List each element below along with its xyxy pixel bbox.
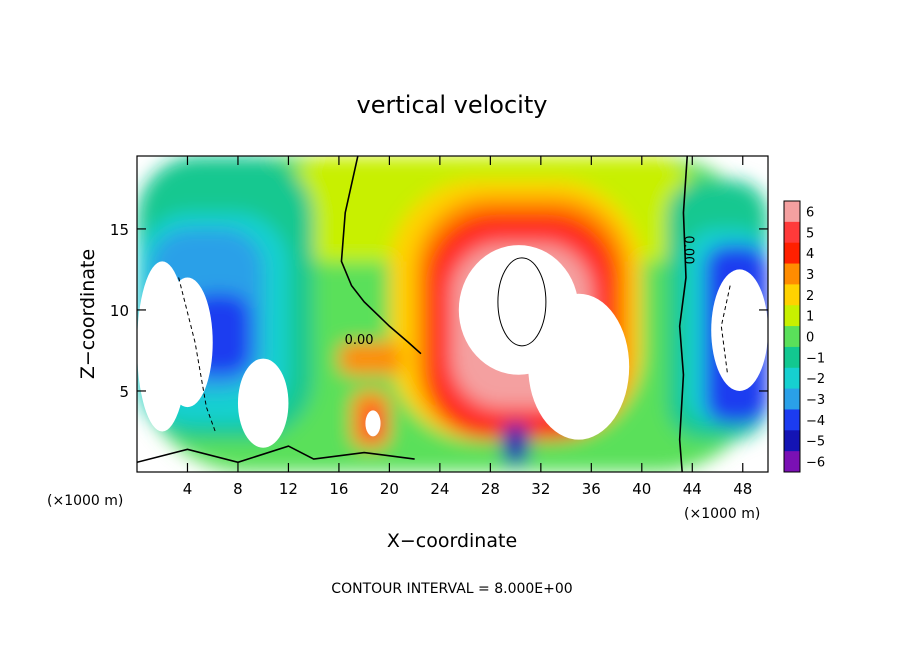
chart-title: vertical velocity <box>357 91 548 119</box>
colorbar-swatch <box>784 430 800 452</box>
x-tick-label: 44 <box>683 480 702 498</box>
colorbar-label: −3 <box>806 393 825 408</box>
x-axis: 4 8 12 16 20 24 28 32 36 40 44 48 <box>183 156 752 498</box>
y-axis: 5 10 15 <box>110 221 768 401</box>
colorbar-swatch <box>784 451 800 473</box>
positive-contour-0 <box>497 257 547 347</box>
out-of-range-region-1 <box>528 293 630 440</box>
zero-contour-1 <box>678 156 689 472</box>
colorbar-label: 5 <box>806 226 814 241</box>
colorbar-label: −6 <box>806 456 825 471</box>
x-tick-label: 32 <box>531 480 550 498</box>
colorbar-label: −4 <box>806 414 825 429</box>
y-tick-label: 10 <box>110 302 129 320</box>
zero-contour-2 <box>137 445 415 464</box>
x-tick-label: 4 <box>183 480 193 498</box>
x-unit-right: (×1000 m) <box>684 506 760 522</box>
colorbar-label: 4 <box>806 247 814 262</box>
colorbar-swatch <box>784 346 800 369</box>
x-tick-label: 12 <box>279 480 298 498</box>
colorbar-swatch <box>784 201 800 223</box>
colorbar-swatch <box>784 263 800 285</box>
colorbar-label: 3 <box>806 268 814 283</box>
colorbar-label: 1 <box>806 310 814 325</box>
x-tick-label: 8 <box>233 480 243 498</box>
x-unit-left: (×1000 m) <box>47 493 123 509</box>
out-of-range-region-4 <box>237 358 289 448</box>
colorbar-label: −1 <box>806 351 825 366</box>
x-axis-label: X−coordinate <box>387 530 517 552</box>
x-tick-label: 16 <box>329 480 348 498</box>
colorbar-label: −5 <box>806 435 825 450</box>
y-tick-label: 15 <box>110 221 129 239</box>
negative-contour-0 <box>178 277 216 432</box>
colorbar-swatch <box>784 284 800 306</box>
contour-interval: CONTOUR INTERVAL = 8.000E+00 <box>331 581 572 597</box>
y-tick-label: 5 <box>119 383 129 401</box>
x-tick-label: 24 <box>430 480 449 498</box>
colorbar-label: 2 <box>806 289 814 304</box>
x-tick-label: 20 <box>380 480 399 498</box>
colorbar-swatch <box>784 221 800 244</box>
plot-frame <box>136 155 769 473</box>
colorbar-swatch <box>784 326 800 348</box>
colorbar-label: 0 <box>806 331 814 346</box>
colorbar: 6 5 4 3 2 1 0 −1 −2 −3 −4 −5 −6 <box>783 200 825 473</box>
contour-label-1: 0.00 <box>681 236 696 265</box>
x-tick-label: 40 <box>632 480 651 498</box>
y-axis-label: Z−coordinate <box>77 249 99 379</box>
x-tick-label: 48 <box>733 480 752 498</box>
colorbar-swatch <box>784 305 800 327</box>
colorbar-swatch <box>784 242 800 265</box>
out-of-range-region-3 <box>162 277 213 408</box>
x-tick-label: 28 <box>481 480 500 498</box>
colorbar-label: −2 <box>806 372 825 387</box>
zero-contour-0 <box>340 156 422 355</box>
out-of-range-region-5 <box>711 269 768 391</box>
x-tick-label: 36 <box>582 480 601 498</box>
colorbar-swatch <box>784 409 800 431</box>
out-of-range-region-6 <box>365 410 381 437</box>
plot-area: 0.00 0.00 <box>137 156 768 472</box>
colorbar-swatch <box>784 388 800 410</box>
colorbar-label: 6 <box>806 205 814 220</box>
field-region-14 <box>502 423 529 464</box>
colorbar-swatch <box>784 367 800 390</box>
colorbar-frame <box>783 200 801 473</box>
field-region-17 <box>338 342 403 375</box>
contour-label-0: 0.00 <box>345 333 374 348</box>
